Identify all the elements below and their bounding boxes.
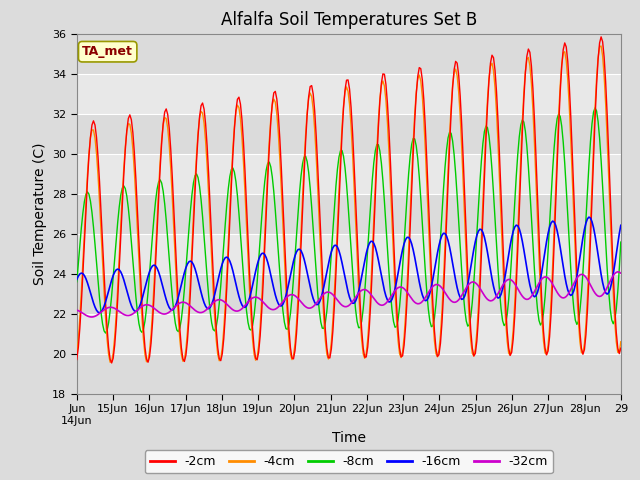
Bar: [77, 234, 621, 274]
Bar: [77, 154, 621, 193]
Text: TA_met: TA_met: [82, 45, 133, 58]
Bar: [77, 193, 621, 234]
Bar: [77, 313, 621, 354]
X-axis label: Time: Time: [332, 431, 366, 445]
Legend: -2cm, -4cm, -8cm, -16cm, -32cm: -2cm, -4cm, -8cm, -16cm, -32cm: [145, 450, 553, 473]
Bar: [77, 274, 621, 313]
Bar: [77, 354, 621, 394]
Y-axis label: Soil Temperature (C): Soil Temperature (C): [33, 143, 47, 285]
Bar: [77, 34, 621, 73]
Bar: [77, 73, 621, 114]
Title: Alfalfa Soil Temperatures Set B: Alfalfa Soil Temperatures Set B: [221, 11, 477, 29]
Bar: [77, 114, 621, 154]
